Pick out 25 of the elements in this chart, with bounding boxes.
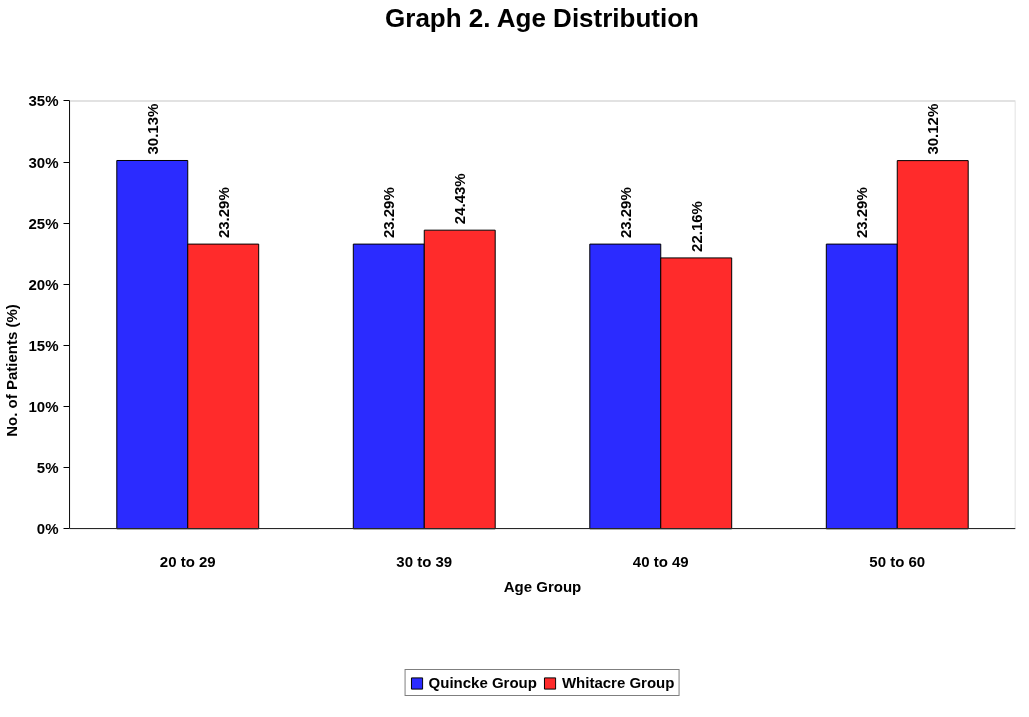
x-tick-label: 50 to 60: [869, 552, 926, 570]
data-label: 30.12%: [924, 103, 942, 155]
data-label: 30.13%: [143, 103, 161, 155]
legend-label: Whitacre Group: [561, 674, 675, 691]
data-label: 23.29%: [214, 187, 232, 239]
x-axis-title: Age Group: [503, 577, 582, 595]
data-label: 23.29%: [616, 187, 634, 239]
data-label: 24.43%: [451, 173, 469, 225]
x-tick-label: 40 to 49: [632, 552, 689, 570]
y-tick-label: 30%: [28, 153, 59, 171]
y-tick-label: 20%: [28, 275, 59, 293]
x-tick-label: 30 to 39: [396, 552, 453, 570]
y-axis-title: No. of Patients (%): [3, 304, 21, 437]
y-tick-label: 10%: [28, 398, 59, 416]
y-tick-label: 0%: [36, 520, 59, 538]
data-label: 22.16%: [687, 201, 705, 252]
chart-title: Graph 2. Age Distribution: [385, 2, 699, 33]
data-label: 23.29%: [853, 187, 871, 239]
y-tick-label: 15%: [28, 336, 59, 354]
y-tick-label: 25%: [28, 214, 59, 232]
x-tick-label: 20 to 29: [159, 552, 216, 570]
y-tick-label: 5%: [36, 459, 59, 477]
data-label: 23.29%: [380, 187, 398, 239]
y-tick-label: 35%: [28, 92, 59, 110]
legend-label: Quincke Group: [428, 674, 537, 691]
